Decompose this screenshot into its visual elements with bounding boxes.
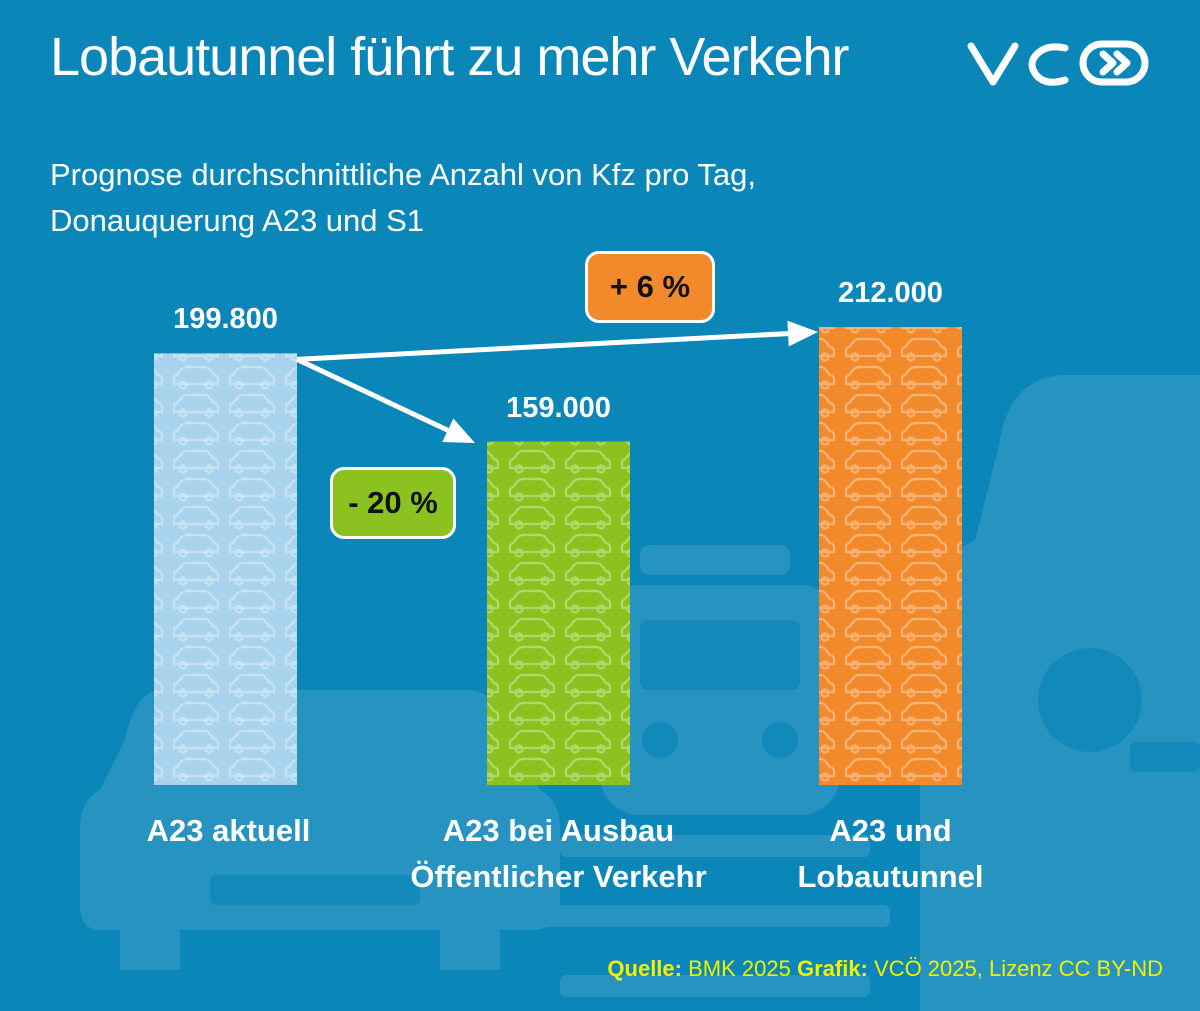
bar-1-car-pattern — [154, 353, 297, 785]
value-label-1: 199.800 — [173, 303, 278, 336]
chart-subtitle: Prognose durchschnittliche Anzahl von Kf… — [50, 152, 756, 244]
decrease-badge: - 20 % — [330, 467, 456, 539]
category-label-line-1: A23 und — [829, 813, 952, 848]
value-label-3: 212.000 — [838, 277, 943, 309]
subtitle-line-1: Prognose durchschnittliche Anzahl von Kf… — [50, 157, 756, 192]
bar-3-car-pattern — [819, 327, 962, 785]
decrease-arrow — [295, 357, 475, 443]
vco-logo — [967, 40, 1149, 86]
category-label-line-2: Öffentlicher Verkehr — [410, 859, 707, 894]
category-label-2: A23 bei Ausbau Öffentlicher Verkehr — [389, 808, 729, 900]
increase-badge: + 6 % — [585, 251, 715, 323]
source-note: Quelle: BMK 2025 Grafik: VCÖ 2025, Lizen… — [607, 956, 1163, 982]
category-label-line-1: A23 aktuell — [146, 813, 311, 848]
category-label-line-2: Lobautunnel — [797, 859, 984, 894]
value-label-2: 159.000 — [506, 391, 611, 424]
category-label-3: A23 und Lobautunnel — [721, 808, 1061, 900]
chart-title: Lobautunnel führt zu mehr Verkehr — [50, 27, 850, 87]
graphic-label: Grafik: — [796, 956, 868, 981]
source-value: BMK 2025 — [688, 956, 791, 981]
subtitle-line-2: Donauquerung A23 und S1 — [50, 203, 425, 238]
source-label: Quelle: — [607, 956, 682, 981]
graphic-value: VCÖ 2025, Lizenz CC BY-ND — [874, 956, 1163, 981]
category-label-1: A23 aktuell — [59, 808, 399, 854]
bar-2-car-pattern — [487, 441, 630, 785]
increase-arrow — [296, 320, 818, 362]
category-label-line-1: A23 bei Ausbau — [442, 813, 675, 848]
